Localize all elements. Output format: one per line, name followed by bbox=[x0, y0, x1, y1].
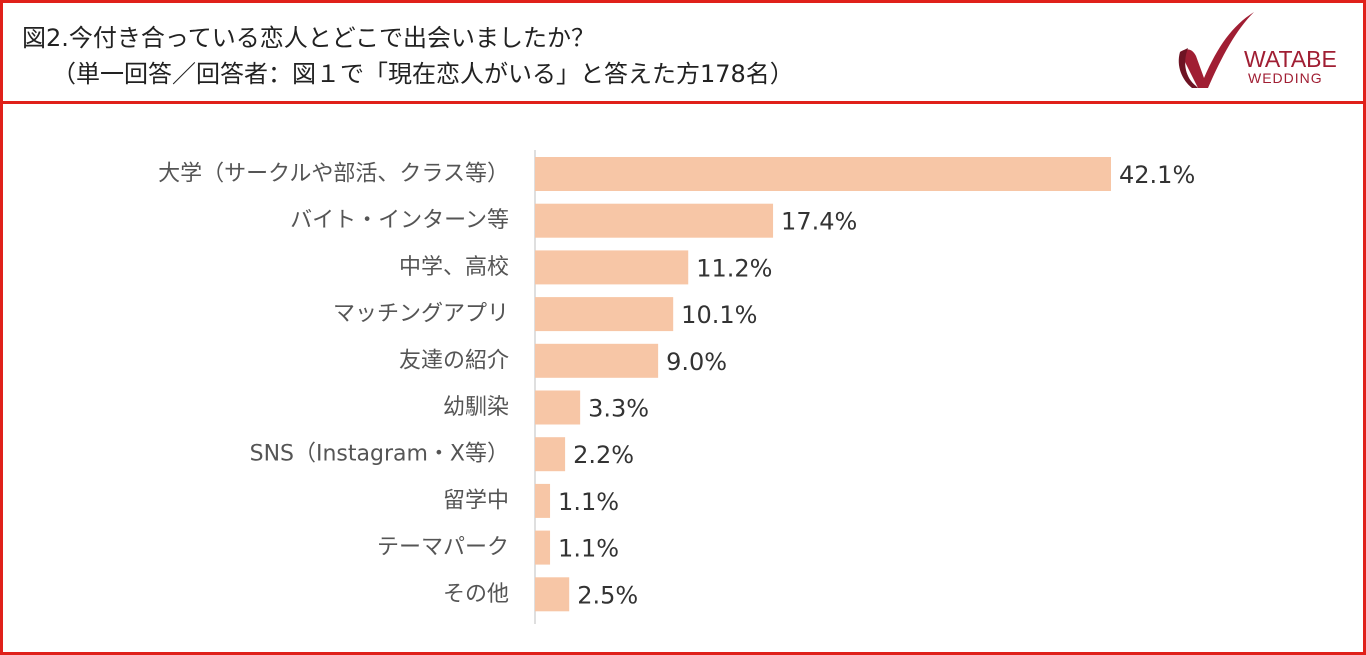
value-label: 10.1% bbox=[681, 301, 757, 329]
chart-title: 図2.今付き合っている恋人とどこで出会いましたか？ bbox=[22, 24, 595, 52]
category-label: 大学（サークルや部活、クラス等） bbox=[158, 162, 509, 187]
bar bbox=[535, 483, 551, 518]
category-label: バイト・インターン等 bbox=[290, 208, 509, 233]
value-label: 9.0% bbox=[666, 348, 727, 376]
bar-chart: 大学（サークルや部活、クラス等） 42.1% バイト・インターン等 17.4% 中学、高… bbox=[158, 150, 1195, 624]
logo-text-watabe: WATABE bbox=[1244, 46, 1337, 72]
bar bbox=[535, 250, 689, 285]
watabe-wedding-logo: WATABE WEDDING bbox=[1174, 8, 1358, 92]
value-label: 2.5% bbox=[577, 581, 638, 609]
category-label: 留学中 bbox=[443, 488, 509, 513]
category-label: その他 bbox=[443, 582, 509, 607]
value-label: 42.1% bbox=[1119, 161, 1195, 189]
bar bbox=[535, 577, 570, 612]
category-label: 友達の紹介 bbox=[399, 348, 509, 373]
bar bbox=[535, 203, 774, 238]
value-label: 1.1% bbox=[558, 488, 619, 516]
chart-subtitle: （単一回答／回答者：図１で「現在恋人がいる」と答えた方178名） bbox=[52, 60, 794, 88]
bar bbox=[535, 390, 581, 425]
category-label: テーマパーク bbox=[377, 535, 509, 560]
bar bbox=[535, 437, 566, 472]
category-label: マッチングアプリ bbox=[333, 302, 509, 327]
bar bbox=[535, 157, 1111, 191]
logo-mark-icon bbox=[1178, 12, 1254, 88]
logo-text-wedding: WEDDING bbox=[1248, 70, 1323, 86]
bar bbox=[535, 530, 551, 565]
category-label: SNS（Instagram・X等） bbox=[250, 442, 509, 467]
category-label: 中学、高校 bbox=[399, 255, 509, 280]
chart-header: 図2.今付き合っている恋人とどこで出会いましたか？ （単一回答／回答者：図１で「… bbox=[0, 0, 1366, 104]
value-label: 1.1% bbox=[558, 535, 619, 563]
value-label: 17.4% bbox=[781, 208, 857, 236]
value-label: 11.2% bbox=[696, 254, 772, 282]
bar bbox=[535, 297, 674, 332]
bar bbox=[535, 343, 659, 378]
value-label: 2.2% bbox=[573, 441, 634, 469]
category-label: 幼馴染 bbox=[443, 395, 509, 420]
value-label: 3.3% bbox=[588, 395, 649, 423]
